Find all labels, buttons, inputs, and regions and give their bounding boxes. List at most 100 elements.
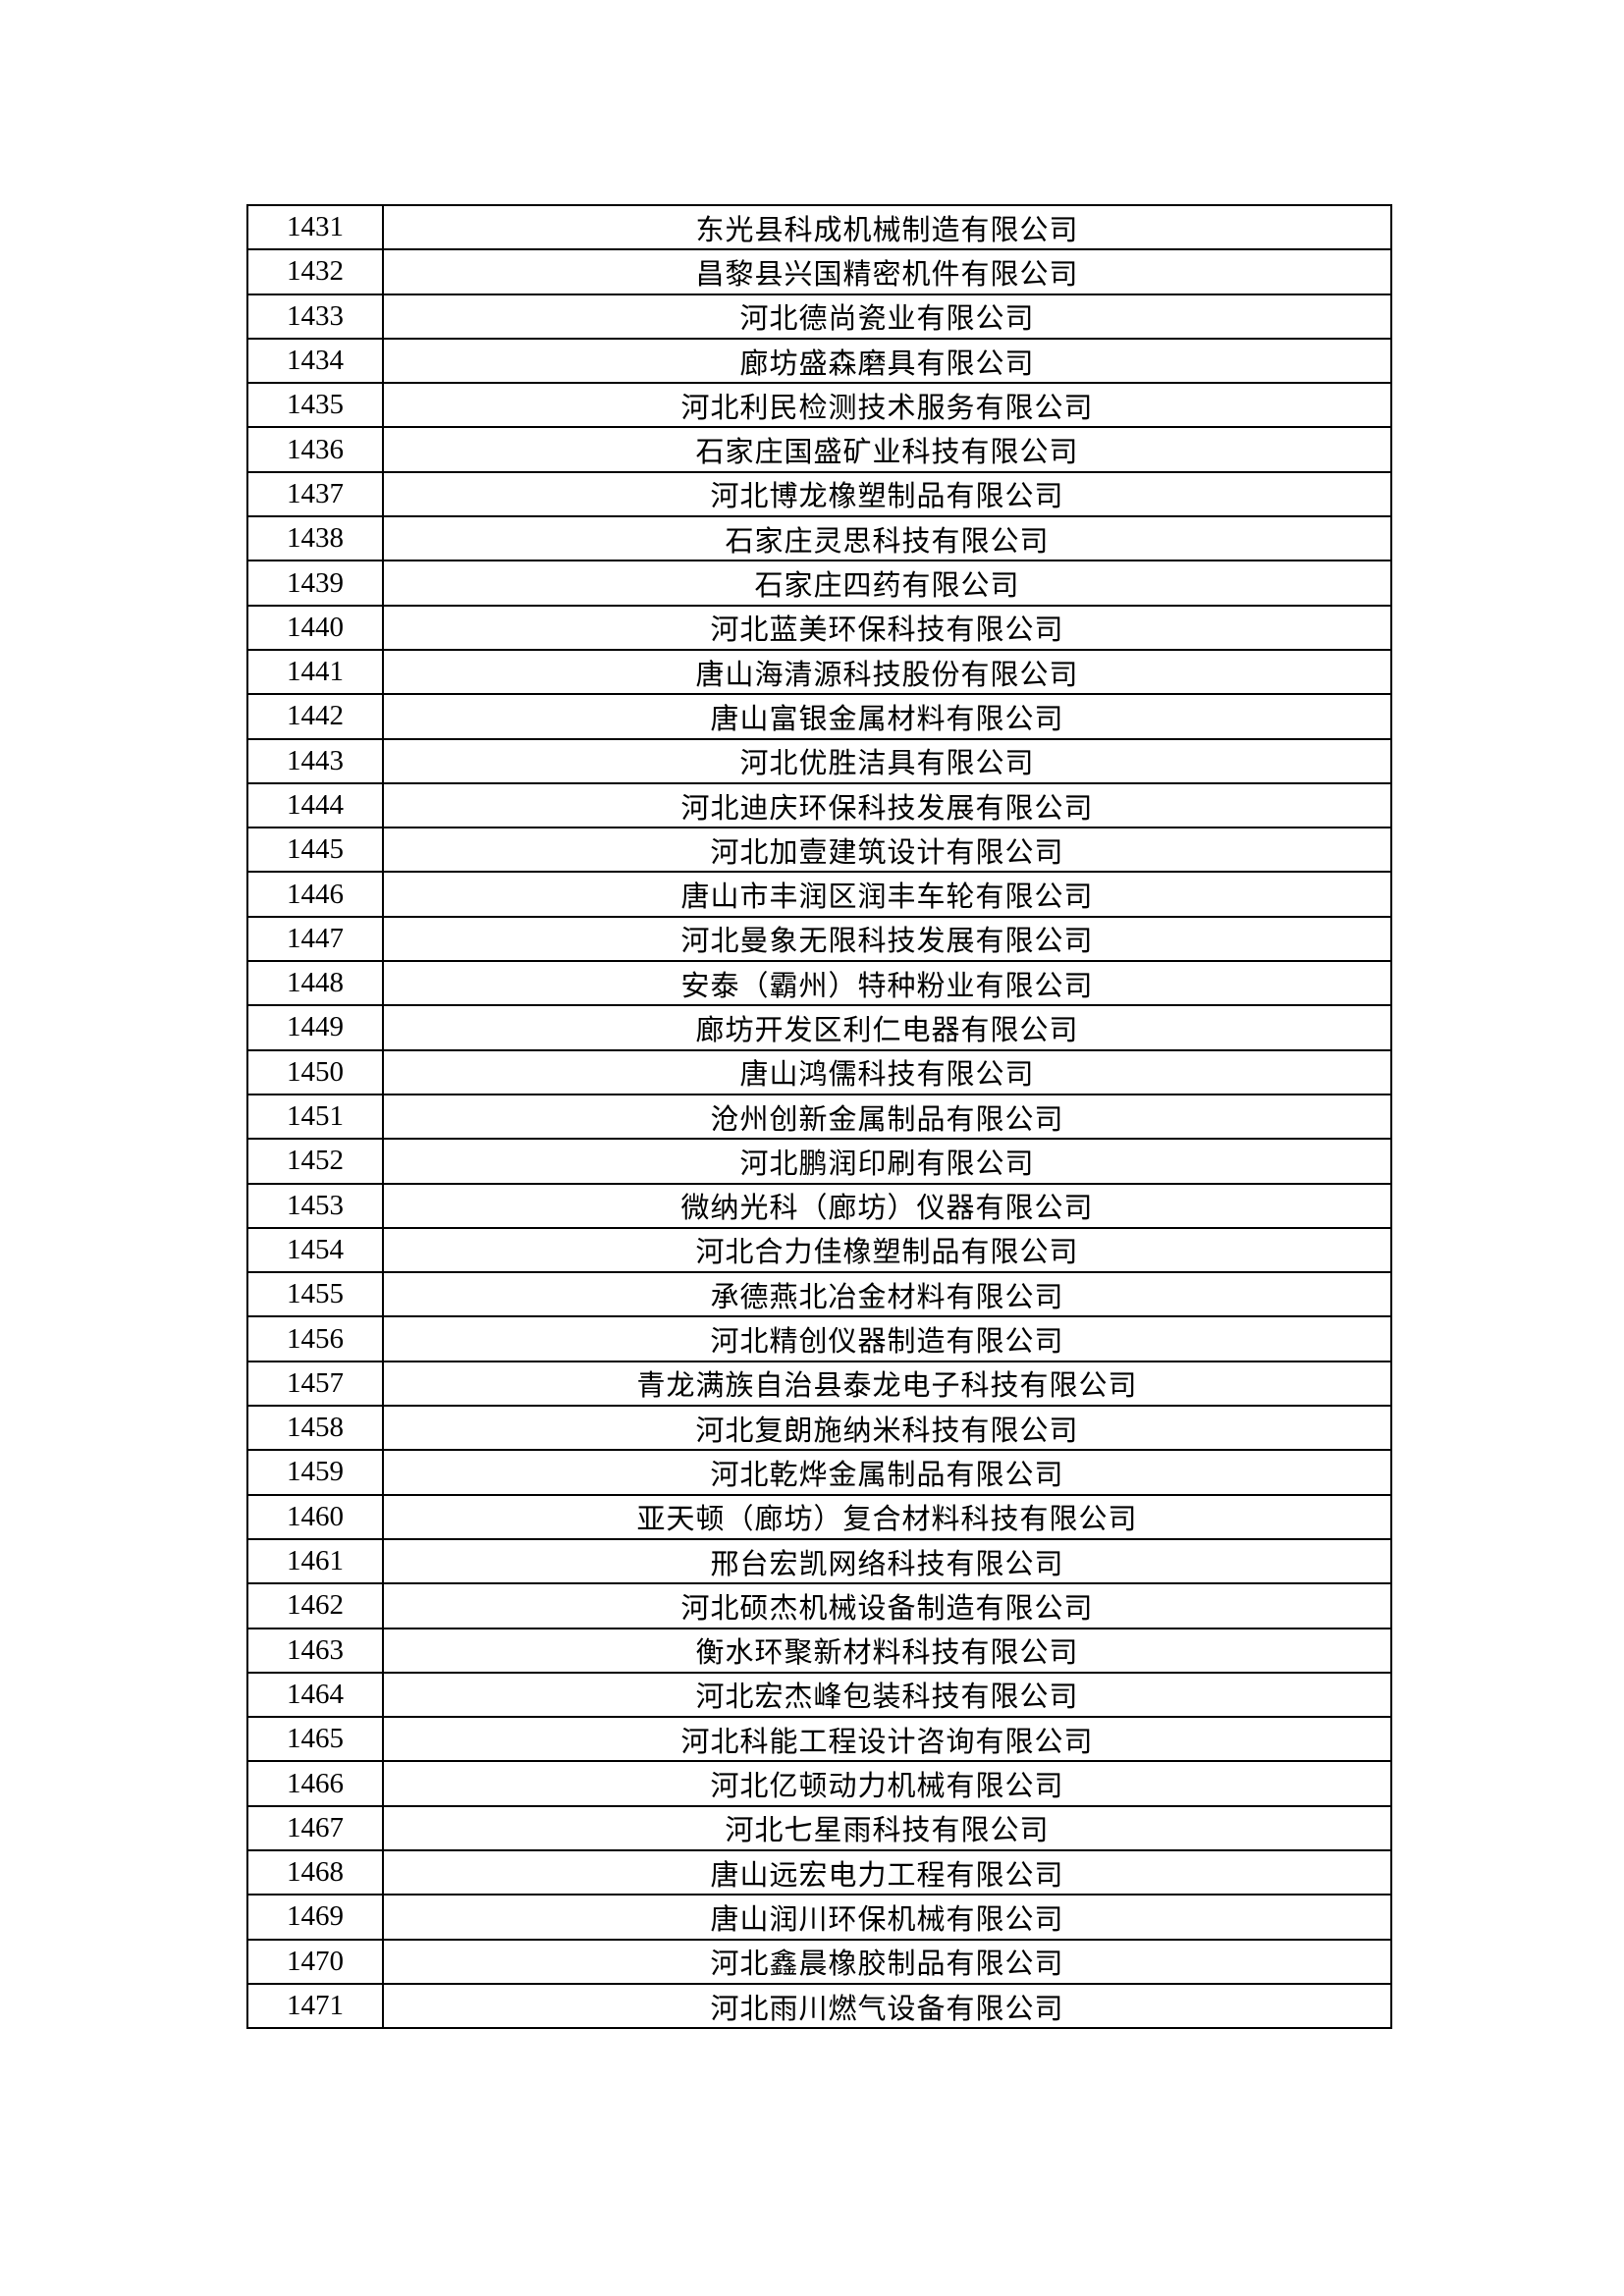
row-number: 1448	[246, 960, 384, 1007]
table-row: 1447 河北曼象无限科技发展有限公司	[246, 915, 1392, 963]
row-number: 1461	[246, 1537, 384, 1585]
table-row: 1458 河北复朗施纳米科技有限公司	[246, 1405, 1392, 1452]
row-number: 1441	[246, 648, 384, 696]
table-row: 1436 石家庄国盛矿业科技有限公司	[246, 426, 1392, 473]
table-row: 1433 河北德尚瓷业有限公司	[246, 293, 1392, 340]
table-row: 1440 河北蓝美环保科技有限公司	[246, 604, 1392, 651]
row-number: 1460	[246, 1493, 384, 1540]
company-name: 承德燕北冶金材料有限公司	[382, 1271, 1392, 1318]
table-row: 1451 沧州创新金属制品有限公司	[246, 1093, 1392, 1141]
table-row: 1435 河北利民检测技术服务有限公司	[246, 382, 1392, 429]
table-row: 1471 河北雨川燃气设备有限公司	[246, 1982, 1392, 2030]
table-row: 1438 石家庄灵思科技有限公司	[246, 515, 1392, 562]
table-row: 1460 亚天顿（廊坊）复合材料科技有限公司	[246, 1493, 1392, 1540]
table-row: 1443 河北优胜洁具有限公司	[246, 737, 1392, 784]
table-row: 1465 河北科能工程设计咨询有限公司	[246, 1716, 1392, 1763]
company-name: 石家庄国盛矿业科技有限公司	[382, 426, 1392, 473]
table-row: 1445 河北加壹建筑设计有限公司	[246, 827, 1392, 874]
table-row: 1457 青龙满族自治县泰龙电子科技有限公司	[246, 1360, 1392, 1408]
row-number: 1455	[246, 1271, 384, 1318]
table-row: 1450 唐山鸿儒科技有限公司	[246, 1048, 1392, 1095]
company-name: 亚天顿（廊坊）复合材料科技有限公司	[382, 1493, 1392, 1540]
company-name: 唐山鸿儒科技有限公司	[382, 1048, 1392, 1095]
company-name: 河北加壹建筑设计有限公司	[382, 827, 1392, 874]
table-row: 1455 承德燕北冶金材料有限公司	[246, 1271, 1392, 1318]
row-number: 1439	[246, 560, 384, 607]
company-name: 廊坊开发区利仁电器有限公司	[382, 1004, 1392, 1051]
company-name: 河北七星雨科技有限公司	[382, 1804, 1392, 1851]
company-name: 河北精创仪器制造有限公司	[382, 1315, 1392, 1362]
company-name: 唐山润川环保机械有限公司	[382, 1894, 1392, 1941]
row-number: 1447	[246, 915, 384, 963]
company-name: 唐山市丰润区润丰车轮有限公司	[382, 871, 1392, 918]
table-row: 1466 河北亿顿动力机械有限公司	[246, 1760, 1392, 1807]
row-number: 1453	[246, 1182, 384, 1229]
row-number: 1452	[246, 1138, 384, 1185]
company-name: 石家庄四药有限公司	[382, 560, 1392, 607]
row-number: 1436	[246, 426, 384, 473]
row-number: 1432	[246, 248, 384, 295]
table-row: 1437 河北博龙橡塑制品有限公司	[246, 470, 1392, 518]
company-name: 河北曼象无限科技发展有限公司	[382, 915, 1392, 963]
row-number: 1465	[246, 1716, 384, 1763]
row-number: 1456	[246, 1315, 384, 1362]
row-number: 1459	[246, 1449, 384, 1496]
row-number: 1446	[246, 871, 384, 918]
row-number: 1431	[246, 203, 384, 251]
table-row: 1446 唐山市丰润区润丰车轮有限公司	[246, 871, 1392, 918]
row-number: 1464	[246, 1671, 384, 1719]
table-row: 1441 唐山海清源科技股份有限公司	[246, 648, 1392, 696]
table-row: 1459 河北乾烨金属制品有限公司	[246, 1449, 1392, 1496]
table-row: 1434 廊坊盛森磨具有限公司	[246, 337, 1392, 385]
company-name: 河北博龙橡塑制品有限公司	[382, 470, 1392, 518]
company-name: 河北科能工程设计咨询有限公司	[382, 1716, 1392, 1763]
row-number: 1469	[246, 1894, 384, 1941]
row-number: 1463	[246, 1627, 384, 1674]
company-name: 河北乾烨金属制品有限公司	[382, 1449, 1392, 1496]
company-name: 唐山远宏电力工程有限公司	[382, 1848, 1392, 1896]
table-row: 1442 唐山富银金属材料有限公司	[246, 693, 1392, 740]
company-name: 河北宏杰峰包装科技有限公司	[382, 1671, 1392, 1719]
company-name: 廊坊盛森磨具有限公司	[382, 337, 1392, 385]
table-row: 1431 东光县科成机械制造有限公司	[246, 203, 1392, 251]
row-number: 1457	[246, 1360, 384, 1408]
table-row: 1470 河北鑫晨橡胶制品有限公司	[246, 1938, 1392, 1985]
row-number: 1471	[246, 1982, 384, 2030]
company-name: 青龙满族自治县泰龙电子科技有限公司	[382, 1360, 1392, 1408]
table-row: 1448 安泰（霸州）特种粉业有限公司	[246, 960, 1392, 1007]
table-row: 1449 廊坊开发区利仁电器有限公司	[246, 1004, 1392, 1051]
table-row: 1463 衡水环聚新材料科技有限公司	[246, 1627, 1392, 1674]
row-number: 1466	[246, 1760, 384, 1807]
company-name: 河北鹏润印刷有限公司	[382, 1138, 1392, 1185]
company-name: 石家庄灵思科技有限公司	[382, 515, 1392, 562]
row-number: 1438	[246, 515, 384, 562]
row-number: 1442	[246, 693, 384, 740]
company-name: 邢台宏凯网络科技有限公司	[382, 1537, 1392, 1585]
company-name: 安泰（霸州）特种粉业有限公司	[382, 960, 1392, 1007]
row-number: 1462	[246, 1582, 384, 1629]
table-row: 1453 微纳光科（廊坊）仪器有限公司	[246, 1182, 1392, 1229]
company-name: 河北硕杰机械设备制造有限公司	[382, 1582, 1392, 1629]
row-number: 1434	[246, 337, 384, 385]
company-name: 衡水环聚新材料科技有限公司	[382, 1627, 1392, 1674]
row-number: 1449	[246, 1004, 384, 1051]
row-number: 1468	[246, 1848, 384, 1896]
company-name: 唐山海清源科技股份有限公司	[382, 648, 1392, 696]
company-name: 河北利民检测技术服务有限公司	[382, 382, 1392, 429]
row-number: 1435	[246, 382, 384, 429]
company-name: 河北蓝美环保科技有限公司	[382, 604, 1392, 651]
company-name: 河北亿顿动力机械有限公司	[382, 1760, 1392, 1807]
row-number: 1450	[246, 1048, 384, 1095]
row-number: 1443	[246, 737, 384, 784]
table-row: 1468 唐山远宏电力工程有限公司	[246, 1848, 1392, 1896]
row-number: 1451	[246, 1093, 384, 1141]
company-name: 河北合力佳橡塑制品有限公司	[382, 1226, 1392, 1274]
table-row: 1464 河北宏杰峰包装科技有限公司	[246, 1671, 1392, 1719]
table-body: 1431 东光县科成机械制造有限公司 1432 昌黎县兴国精密机件有限公司 1433 河北…	[246, 203, 1392, 2030]
row-number: 1440	[246, 604, 384, 651]
company-name: 河北迪庆环保科技发展有限公司	[382, 781, 1392, 829]
table-row: 1432 昌黎县兴国精密机件有限公司	[246, 248, 1392, 295]
table-row: 1439 石家庄四药有限公司	[246, 560, 1392, 607]
table-row: 1469 唐山润川环保机械有限公司	[246, 1894, 1392, 1941]
company-name: 东光县科成机械制造有限公司	[382, 203, 1392, 251]
